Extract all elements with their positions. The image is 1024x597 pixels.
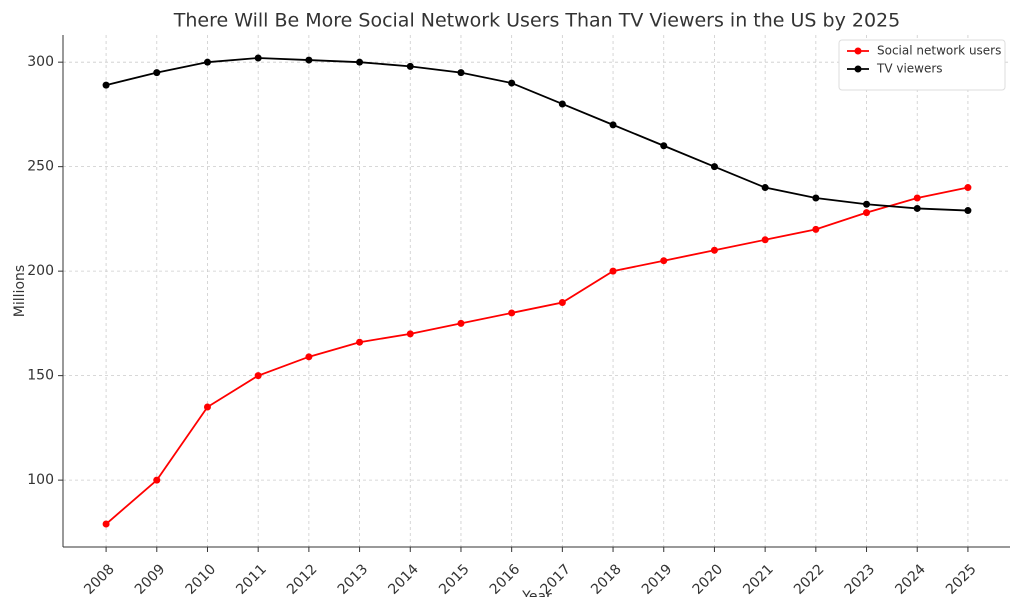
point [356,58,364,66]
x-tick-label: 2018 [588,561,625,597]
x-tick-label: 2016 [487,561,524,597]
point [660,257,668,265]
x-tick-label: 2020 [690,561,727,597]
point [153,476,161,484]
x-tick-label: 2014 [385,561,422,597]
point [558,298,566,306]
y-axis-label: Millions [12,265,28,317]
series-line [105,186,969,525]
legend: Social network users TV viewers [838,39,1006,91]
x-tick-label: 2012 [284,561,321,597]
point [609,121,617,129]
point [660,142,668,150]
point [863,200,871,208]
point [356,338,364,346]
x-tick-label: 2023 [842,561,879,597]
legend-label: TV viewers [876,62,943,76]
x-tick-label: 2024 [892,561,929,597]
point [964,207,972,215]
x-axis-label: Year [521,589,552,597]
legend-label: Social network users [877,44,1001,58]
x-tick-label: 2011 [233,561,270,597]
point [761,184,769,192]
y-tick-label: 100 [27,472,54,488]
point [812,225,820,233]
point [508,309,516,317]
point [812,194,820,202]
point [203,403,211,411]
x-tick-label: 2009 [132,561,169,597]
chart-title: There Will Be More Social Network Users … [173,10,900,32]
point [457,69,465,77]
x-tick-label: 2022 [791,561,828,597]
point [254,54,262,62]
point [710,163,718,171]
point [558,100,566,108]
y-tick-label: 250 [27,159,54,175]
y-tick-label: 150 [27,368,54,384]
point [964,184,972,192]
point [609,267,617,275]
point [102,520,110,528]
point [153,69,161,77]
x-tick-label: 2013 [335,561,372,597]
point [710,246,718,254]
x-tick-label: 2015 [436,561,473,597]
y-tick-label: 200 [27,263,54,279]
point [102,81,110,89]
x-tick-label: 2008 [81,561,118,597]
point [913,204,921,212]
x-tick-label: 2021 [740,561,777,597]
series-line [105,57,968,212]
point [254,372,262,380]
legend-marker [854,65,862,73]
y-tick-label: 300 [27,54,54,70]
point [203,58,211,66]
point [406,330,414,338]
point [457,319,465,327]
point [305,56,313,64]
legend-marker [854,47,862,55]
x-tick-label: 2010 [183,561,220,597]
point [508,79,516,87]
legend-box [838,39,1006,91]
point [761,236,769,244]
x-tick-label: 2019 [639,561,676,597]
x-tick-label: 2017 [537,561,574,597]
point [406,62,414,70]
point [863,209,871,217]
point [305,353,313,361]
point [913,194,921,202]
x-tick-label: 2025 [943,561,980,597]
